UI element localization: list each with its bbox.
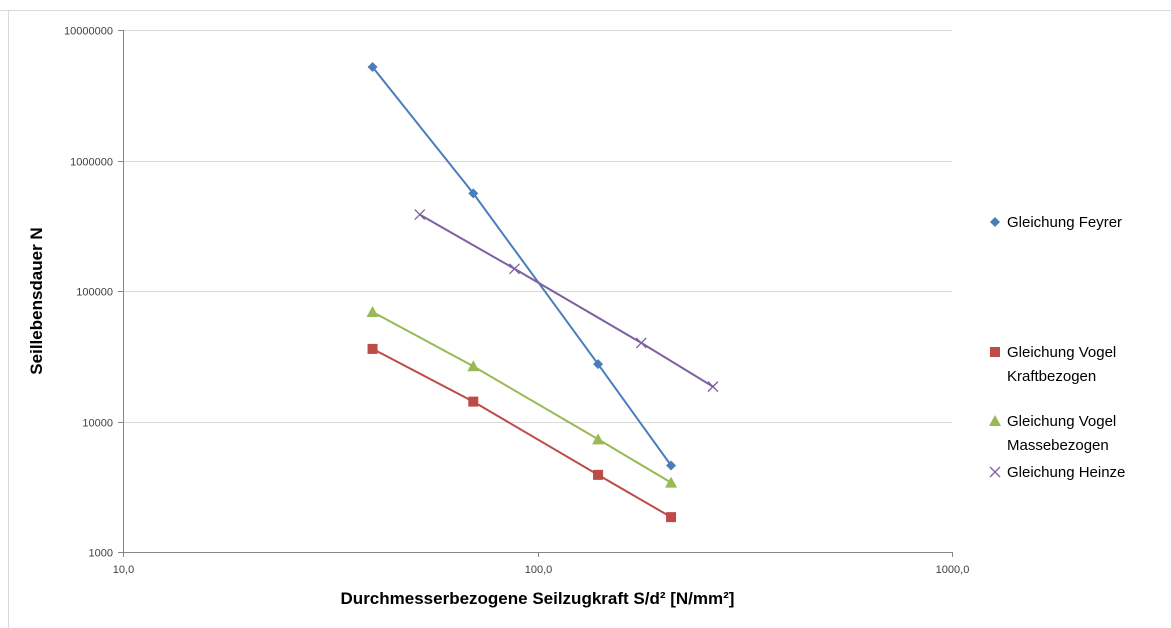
y-tick-label: 1000: [89, 548, 113, 560]
data-point: [366, 306, 379, 318]
legend-label: Gleichung Vogel Massebezogen: [1007, 413, 1116, 454]
grid-lines: [123, 30, 952, 553]
data-point: [707, 381, 719, 393]
y-tick-label: 1000000: [70, 157, 113, 169]
data-point: [666, 512, 677, 523]
series-1: [367, 62, 677, 471]
series-line: [419, 213, 714, 388]
series-3: [366, 306, 678, 488]
legend-label-line: Massebezogen: [1007, 437, 1109, 454]
legend-marker: [989, 415, 1001, 426]
x-tick-label: 10,0: [113, 564, 134, 576]
legend-label-line: Kraftbezogen: [1007, 368, 1096, 385]
legend-item: Gleichung Feyrer: [990, 214, 1122, 231]
axes: 1000 10000 100000 1000000 10000000 10,0 100,0 1…: [64, 26, 969, 577]
data-point: [593, 359, 604, 370]
data-point: [509, 263, 520, 275]
legend-label: Gleichung Vogel Kraftbezogen: [1007, 344, 1116, 385]
y-axis-title: Seillebensdauer N: [27, 227, 46, 374]
legend-label: Gleichung Heinze: [1007, 464, 1125, 481]
legend-marker: [990, 347, 1000, 357]
legend-label: Gleichung Feyrer: [1007, 214, 1122, 231]
data-point: [468, 188, 479, 199]
legend: Gleichung Feyrer Gleichung Vogel Kraftbezo…: [989, 214, 1125, 481]
series-2: [367, 343, 677, 523]
y-tick-label: 10000: [82, 418, 113, 430]
data-point: [592, 433, 605, 445]
series-layer: [366, 62, 719, 523]
data-point: [467, 360, 480, 372]
legend-item: Gleichung Heinze: [989, 464, 1125, 481]
series-4: [414, 209, 719, 393]
chart-border-left: [8, 10, 9, 628]
x-tick-label: 100,0: [525, 564, 553, 576]
legend-marker: [990, 217, 1000, 227]
data-point: [414, 209, 426, 221]
y-tick-label: 100000: [76, 287, 113, 299]
data-point: [367, 62, 378, 73]
legend-label-line: Gleichung Vogel: [1007, 413, 1116, 430]
data-point: [367, 343, 378, 354]
data-point: [665, 476, 678, 488]
chart-border-top: [0, 10, 1171, 11]
legend-marker: [989, 466, 1001, 478]
data-point: [593, 469, 604, 480]
legend-label-line: Gleichung Vogel: [1007, 344, 1116, 361]
x-tick-label: 1000,0: [936, 564, 970, 576]
data-point: [635, 337, 647, 349]
series-line: [372, 311, 672, 484]
y-tick-label: 10000000: [64, 26, 113, 38]
legend-item: Gleichung Vogel Kraftbezogen: [990, 344, 1116, 385]
data-point: [666, 460, 677, 471]
series-line: [372, 348, 672, 518]
x-axis-title: Durchmesserbezogene Seilzugkraft S/d² [N…: [341, 589, 735, 608]
data-point: [468, 396, 479, 407]
legend-item: Gleichung Vogel Massebezogen: [989, 413, 1116, 454]
series-line: [371, 66, 672, 467]
